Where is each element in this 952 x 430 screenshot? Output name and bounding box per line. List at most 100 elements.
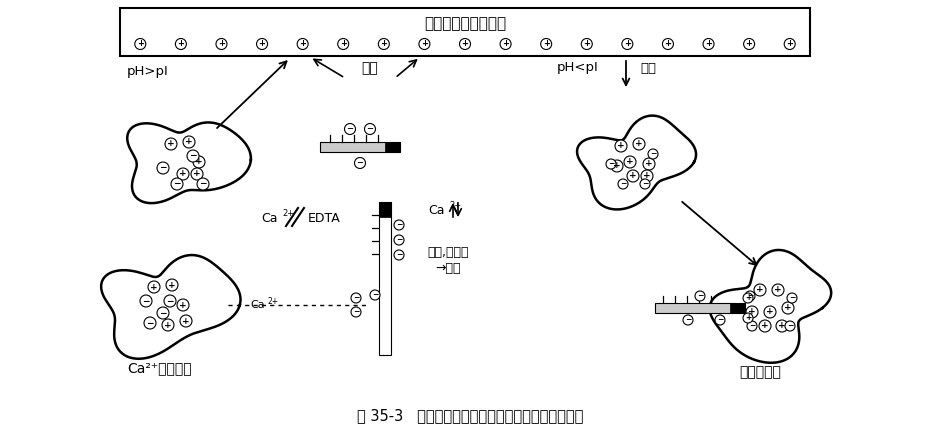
Text: −: − (697, 292, 704, 301)
Circle shape (378, 39, 389, 49)
Bar (730, 303, 745, 313)
Text: +: + (299, 40, 307, 49)
Circle shape (148, 281, 160, 293)
Text: +: + (169, 280, 176, 289)
Text: +: + (543, 40, 549, 49)
Circle shape (351, 307, 361, 317)
Text: +: + (186, 138, 193, 147)
Circle shape (633, 138, 645, 150)
Text: −: − (147, 319, 154, 328)
Circle shape (144, 317, 156, 329)
Circle shape (782, 302, 794, 314)
Text: +: + (617, 141, 625, 150)
Text: +: + (645, 160, 653, 169)
Text: +: + (626, 157, 634, 166)
Text: −: − (396, 251, 402, 259)
Text: Ca: Ca (262, 212, 278, 224)
Circle shape (157, 162, 169, 174)
Text: −: − (717, 316, 724, 325)
Text: +: + (762, 322, 769, 331)
Circle shape (140, 295, 152, 307)
Circle shape (745, 291, 755, 301)
Circle shape (611, 160, 623, 172)
Circle shape (759, 320, 771, 332)
Circle shape (177, 299, 189, 311)
Text: EDTA: EDTA (308, 212, 341, 224)
Circle shape (606, 159, 616, 169)
Circle shape (165, 138, 177, 150)
Text: +: + (613, 162, 621, 171)
Bar (379, 202, 391, 355)
Circle shape (582, 39, 592, 49)
Circle shape (746, 306, 758, 318)
Text: 正电荷内毒素吸附剂: 正电荷内毒素吸附剂 (424, 16, 506, 31)
Text: 竞争: 竞争 (362, 61, 378, 75)
Text: +: + (744, 294, 751, 302)
Text: 2+: 2+ (449, 202, 461, 211)
Text: −: − (684, 316, 691, 325)
Text: +: + (644, 172, 651, 181)
Text: +: + (164, 320, 171, 329)
Circle shape (743, 293, 753, 303)
Text: +: + (179, 301, 187, 310)
Circle shape (743, 313, 753, 323)
Text: pH>pI: pH>pI (128, 65, 169, 79)
Text: +: + (766, 307, 774, 316)
Text: −: − (749, 322, 755, 331)
Circle shape (787, 293, 797, 303)
Circle shape (183, 136, 195, 148)
Circle shape (394, 250, 404, 260)
Text: −: − (142, 297, 149, 305)
Circle shape (419, 39, 430, 49)
Circle shape (541, 39, 551, 49)
Text: 排斥: 排斥 (640, 61, 656, 74)
Text: +: + (786, 40, 793, 49)
Text: +: + (137, 40, 144, 49)
Circle shape (703, 39, 714, 49)
Text: −: − (786, 322, 793, 331)
Circle shape (695, 291, 705, 301)
Text: +: + (502, 40, 509, 49)
Circle shape (643, 158, 655, 170)
Text: −: − (159, 163, 167, 172)
Text: Ca: Ca (250, 300, 266, 310)
Circle shape (157, 307, 169, 319)
Text: −: − (353, 307, 359, 316)
Text: −: − (789, 294, 795, 302)
Text: +: + (748, 307, 756, 316)
Circle shape (166, 279, 178, 291)
Polygon shape (101, 255, 241, 359)
Text: 2+: 2+ (268, 297, 279, 305)
Text: +: + (179, 169, 187, 178)
Circle shape (641, 170, 653, 182)
Circle shape (747, 321, 757, 331)
Text: −: − (356, 159, 364, 168)
Circle shape (162, 319, 174, 331)
Circle shape (191, 168, 203, 180)
Text: Ca: Ca (428, 203, 445, 216)
Text: −: − (173, 179, 181, 188)
Text: +: + (380, 40, 387, 49)
Text: +: + (584, 40, 590, 49)
Circle shape (297, 39, 308, 49)
Circle shape (784, 39, 795, 49)
Text: −: − (620, 179, 626, 188)
Text: −: − (746, 292, 753, 301)
Text: −: − (607, 160, 614, 169)
Text: −: − (353, 294, 359, 302)
Circle shape (683, 315, 693, 325)
Text: Ca²⁺介导转运: Ca²⁺介导转运 (128, 361, 192, 375)
Polygon shape (128, 123, 251, 203)
Text: −: − (367, 125, 373, 133)
Text: +: + (635, 139, 643, 148)
Circle shape (365, 123, 375, 135)
Text: +: + (745, 40, 753, 49)
Circle shape (754, 284, 766, 296)
Circle shape (772, 284, 784, 296)
Text: +: + (778, 322, 785, 331)
Polygon shape (577, 116, 696, 209)
Circle shape (177, 168, 189, 180)
Text: +: + (421, 40, 427, 49)
Bar (320, 142, 400, 152)
Polygon shape (709, 250, 831, 363)
